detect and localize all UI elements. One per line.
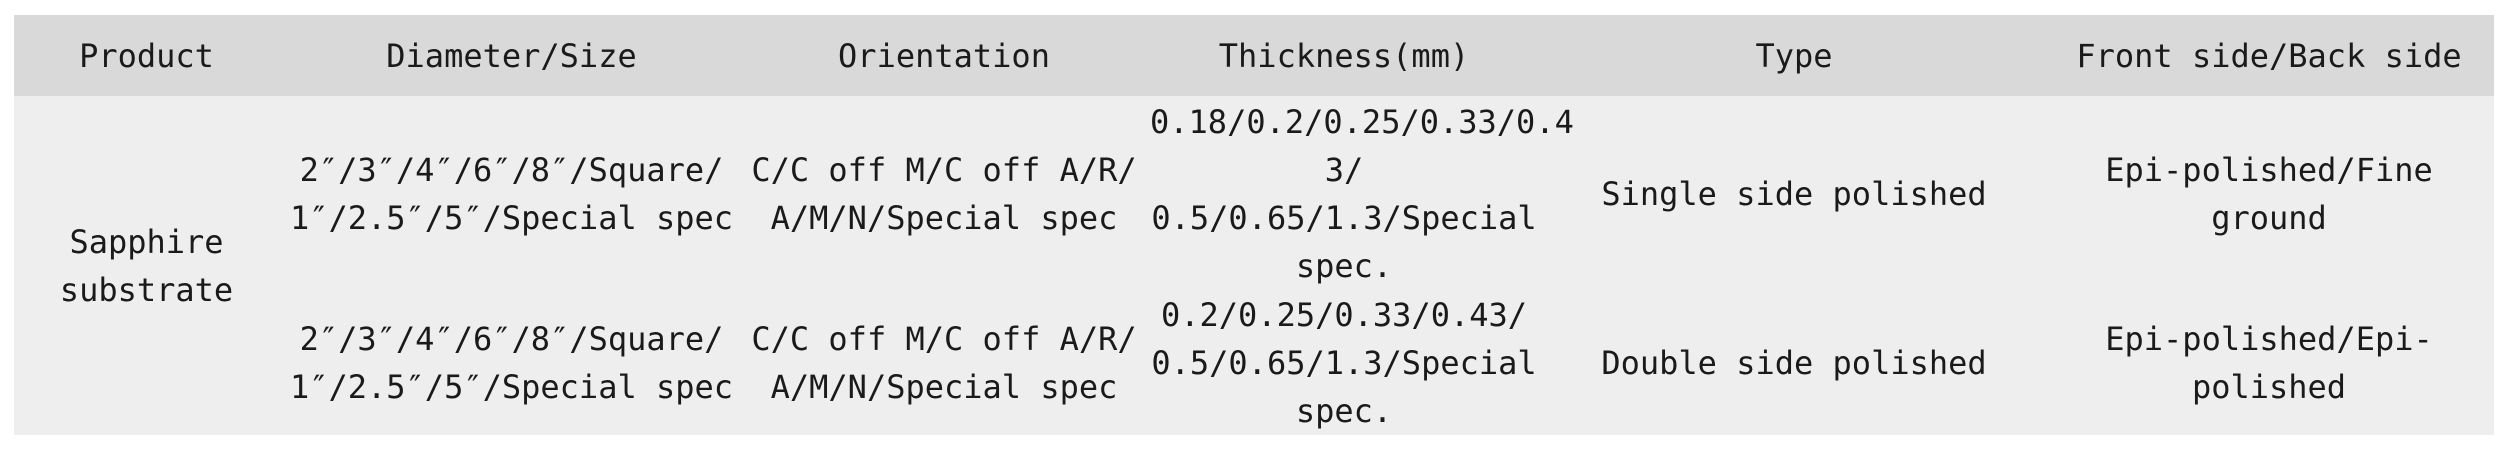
thickness-cell: 0.18/0.2/0.25/0.33/0.4 3/ 0.5/0.65/1.3/S… — [1150, 102, 1574, 285]
table-row: Sapphire substrate 2″/3″/4″/6″/8″/Square… — [14, 96, 2494, 309]
sapphire-spec-table: Product Diameter/Size Orientation Thickn… — [14, 15, 2494, 435]
product-cell: Sapphire substrate — [59, 222, 234, 309]
spec-table-container: Product Diameter/Size Orientation Thickn… — [14, 15, 2494, 435]
header-front-back-side: Front side/Back side — [2076, 36, 2462, 75]
header-row: Product Diameter/Size Orientation Thickn… — [14, 15, 2494, 96]
size-cell: 2″/3″/4″/6″/8″/Square/ 1″/2.5″/5″/Specia… — [289, 150, 734, 237]
orientation-cell: C/C off M/C off A/R/ A/M/N/Special spec — [751, 320, 1137, 406]
thickness-cell: 0.2/0.25/0.33/0.43/ 0.5/0.65/1.3/Special… — [1151, 296, 1537, 430]
sides-cell: Epi-polished/Epi-polished — [2105, 320, 2433, 406]
size-cell: 2″/3″/4″/6″/8″/Square/ 1″/2.5″/5″/Specia… — [289, 320, 734, 406]
header-diameter-size: Diameter/Size — [386, 36, 637, 75]
header-type: Type — [1755, 36, 1833, 75]
header-product: Product — [79, 36, 214, 75]
type-cell: Double side polished — [1601, 344, 1987, 382]
sides-cell: Epi-polished/Fine ground — [2105, 150, 2433, 237]
header-thickness: Thickness(mm) — [1218, 36, 1470, 75]
orientation-cell: C/C off M/C off A/R/ A/M/N/Special spec — [751, 150, 1137, 237]
header-orientation: Orientation — [838, 36, 1050, 75]
type-cell: Single side polished — [1601, 174, 1987, 213]
table-row: 2″/3″/4″/6″/8″/Square/ 1″/2.5″/5″/Specia… — [14, 291, 2494, 435]
